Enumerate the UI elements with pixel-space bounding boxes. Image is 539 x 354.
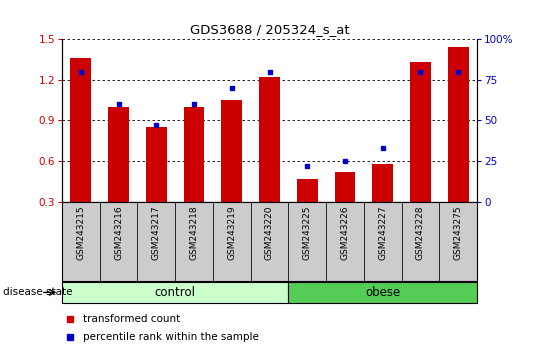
Text: GSM243220: GSM243220 [265, 206, 274, 260]
Text: GSM243225: GSM243225 [303, 206, 312, 260]
Bar [372, 164, 393, 202]
Bar [410, 62, 431, 202]
Bar [448, 47, 468, 202]
Bar [213, 202, 251, 281]
Text: control: control [155, 286, 196, 299]
Bar [62, 282, 288, 303]
Text: disease state: disease state [3, 287, 72, 297]
Text: GSM243275: GSM243275 [454, 206, 462, 261]
Text: GSM243218: GSM243218 [190, 206, 198, 261]
Bar [100, 202, 137, 281]
Bar [184, 107, 204, 202]
Text: GSM243226: GSM243226 [341, 206, 349, 260]
Bar [288, 202, 326, 281]
Bar [251, 202, 288, 281]
Bar [259, 77, 280, 202]
Bar [297, 179, 317, 202]
Bar [175, 202, 213, 281]
Text: percentile rank within the sample: percentile rank within the sample [83, 332, 259, 342]
Bar [439, 202, 477, 281]
Bar [402, 202, 439, 281]
Bar [71, 58, 91, 202]
Text: GSM243217: GSM243217 [152, 206, 161, 261]
Text: GSM243215: GSM243215 [77, 206, 85, 261]
Bar [108, 107, 129, 202]
Bar [288, 282, 477, 303]
Title: GDS3688 / 205324_s_at: GDS3688 / 205324_s_at [190, 23, 349, 36]
Text: GSM243216: GSM243216 [114, 206, 123, 261]
Bar [364, 202, 402, 281]
Text: GSM243219: GSM243219 [227, 206, 236, 261]
Text: GSM243228: GSM243228 [416, 206, 425, 260]
Bar [146, 127, 167, 202]
Bar [62, 202, 100, 281]
Text: transformed count: transformed count [83, 314, 180, 324]
Bar [335, 172, 355, 202]
Bar [222, 100, 242, 202]
Bar [137, 202, 175, 281]
Bar [326, 202, 364, 281]
Text: GSM243227: GSM243227 [378, 206, 387, 260]
Text: obese: obese [365, 286, 400, 299]
